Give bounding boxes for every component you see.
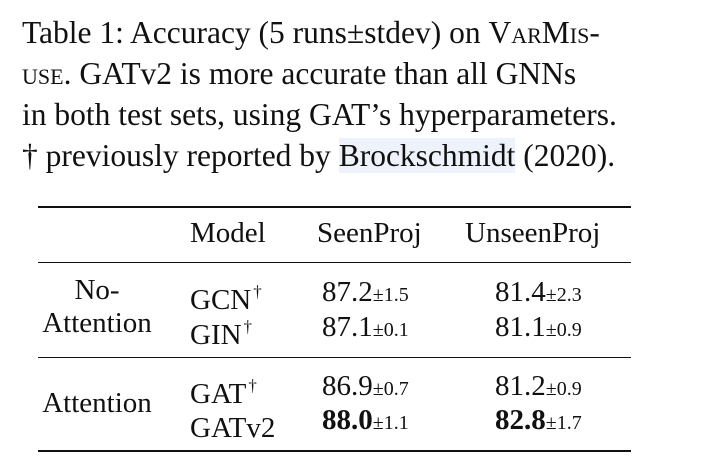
- group-divider-rule: [38, 357, 631, 358]
- accuracy-value: 81.1: [495, 311, 546, 343]
- group-label-no-attention-line2: Attention: [42, 307, 152, 339]
- accuracy-value: 87.1: [322, 311, 373, 343]
- table-cell-seen: 87.1±0.1: [322, 311, 409, 346]
- model-name: GAT: [190, 378, 247, 410]
- caption-line-4: † previously reported by Brockschmidt (2…: [22, 135, 692, 176]
- header-model: Model: [190, 217, 266, 249]
- accuracy-value: 87.2: [322, 276, 373, 308]
- stdev-value: ±0.9: [545, 319, 582, 341]
- accuracy-value: 86.9: [322, 370, 373, 402]
- table-row-model: GATv2: [190, 404, 277, 444]
- dataset-name-end: use: [22, 56, 64, 91]
- table-bottom-rule: [38, 450, 631, 452]
- accuracy-value-best: 82.8: [495, 404, 546, 436]
- accuracy-value: 81.4: [495, 276, 546, 308]
- caption-line-1: Table 1: Accuracy (5 runs±stdev) on VarM…: [22, 12, 692, 53]
- caption-text: † previously reported by: [22, 138, 339, 173]
- table-cell-unseen: 81.2±0.9: [495, 370, 582, 405]
- table-cell-unseen: 81.4±2.3: [495, 276, 582, 311]
- table-cell-seen: 88.0±1.1: [322, 404, 409, 439]
- citation-link[interactable]: Brockschmidt: [338, 138, 516, 173]
- caption-text: . GATv2 is more accurate than all GNNs: [63, 56, 577, 91]
- table-row-model: GIN †: [190, 311, 252, 351]
- stdev-value: ±1.5: [372, 284, 409, 306]
- model-name: GATv2: [190, 412, 276, 444]
- stdev-value: ±2.3: [545, 284, 582, 306]
- table-cell-unseen: 82.8±1.7: [495, 404, 582, 439]
- table-top-rule: [38, 206, 631, 208]
- caption-text: (2020).: [515, 138, 616, 173]
- dagger-mark: †: [243, 317, 253, 336]
- group-label-no-attention-line1: No-: [74, 274, 120, 306]
- table-cell-seen: 86.9±0.7: [322, 370, 409, 405]
- stdev-value: ±1.7: [545, 412, 582, 434]
- accuracy-value: 81.2: [495, 370, 546, 402]
- model-name: GIN: [190, 319, 242, 351]
- stdev-value: ±0.1: [372, 319, 409, 341]
- stdev-value: ±0.7: [372, 378, 409, 400]
- table-caption: Table 1: Accuracy (5 runs±stdev) on VarM…: [22, 12, 692, 176]
- caption-text: Table 1: Accuracy (5 runs±stdev) on: [22, 15, 489, 50]
- stdev-value: ±1.1: [372, 412, 409, 434]
- group-label-attention: Attention: [42, 387, 152, 419]
- dagger-mark: †: [248, 376, 257, 395]
- table-row-model: GCN †: [190, 276, 262, 316]
- caption-line-2: use. GATv2 is more accurate than all GNN…: [22, 53, 692, 94]
- header-unseenproj: UnseenProj: [465, 217, 601, 249]
- table-row-model: GAT †: [190, 370, 257, 410]
- dataset-name: VarMis-: [488, 15, 600, 50]
- dagger-mark: †: [253, 282, 262, 301]
- caption-line-3: in both test sets, using GAT’s hyperpara…: [22, 97, 617, 132]
- model-name: GCN: [190, 284, 252, 316]
- header-seenproj: SeenProj: [317, 217, 422, 249]
- stdev-value: ±0.9: [545, 378, 582, 400]
- table-cell-seen: 87.2±1.5: [322, 276, 409, 311]
- table-cell-unseen: 81.1±0.9: [495, 311, 582, 346]
- accuracy-value-best: 88.0: [322, 404, 373, 436]
- header-rule: [38, 262, 631, 263]
